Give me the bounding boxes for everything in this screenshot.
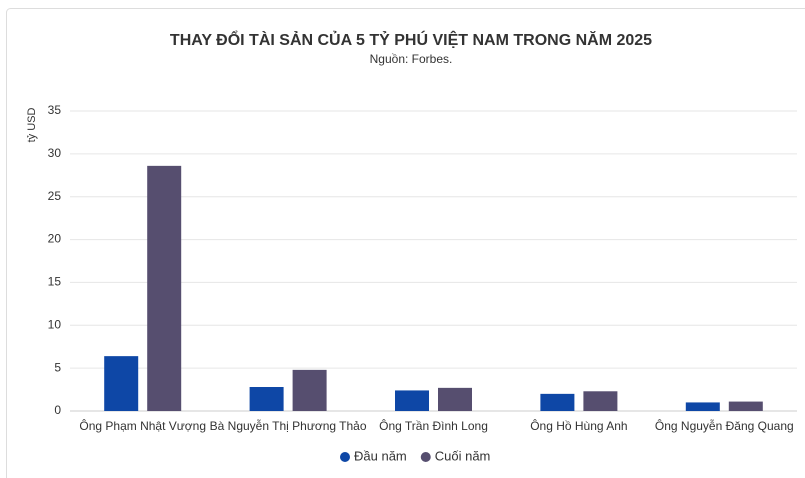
y-tick-label: 25 (48, 189, 62, 203)
bar (104, 356, 139, 411)
legend-label: Cuối năm (435, 448, 491, 463)
x-tick-label: Ông Hồ Hùng Anh (530, 418, 627, 433)
chart-subtitle: Nguồn: Forbes. (370, 52, 453, 66)
y-tick-label: 0 (54, 403, 61, 417)
legend-marker (420, 452, 431, 462)
y-tick-label: 10 (48, 317, 62, 331)
bar (685, 402, 720, 411)
y-tick-label: 15 (48, 275, 62, 289)
x-tick-label: Bà Nguyễn Thị Phương Thảo (210, 418, 367, 433)
y-tick-label: 5 (54, 360, 61, 374)
card (6, 8, 805, 478)
bar (147, 165, 182, 411)
bar (249, 387, 284, 411)
legend-marker (340, 452, 350, 462)
bar (438, 387, 472, 411)
bar (540, 393, 575, 411)
bar (292, 369, 327, 411)
x-tick-label: Ông Trần Đình Long (379, 418, 488, 433)
y-tick-label: 20 (48, 232, 62, 246)
x-tick-label: Ông Nguyễn Đăng Quang (655, 418, 794, 433)
bar (583, 391, 618, 411)
y-axis-label: tỷ USD (26, 108, 38, 143)
bar (728, 401, 763, 411)
y-tick-label: 35 (48, 103, 62, 117)
legend-label: Đầu năm (354, 448, 407, 463)
bar (395, 390, 429, 411)
y-tick-label: 30 (48, 146, 62, 160)
x-tick-label: Ông Phạm Nhật Vượng (79, 418, 206, 433)
chart-title: THAY ĐỔI TÀI SẢN CỦA 5 TỶ PHÚ VIỆT NAM T… (170, 30, 652, 49)
